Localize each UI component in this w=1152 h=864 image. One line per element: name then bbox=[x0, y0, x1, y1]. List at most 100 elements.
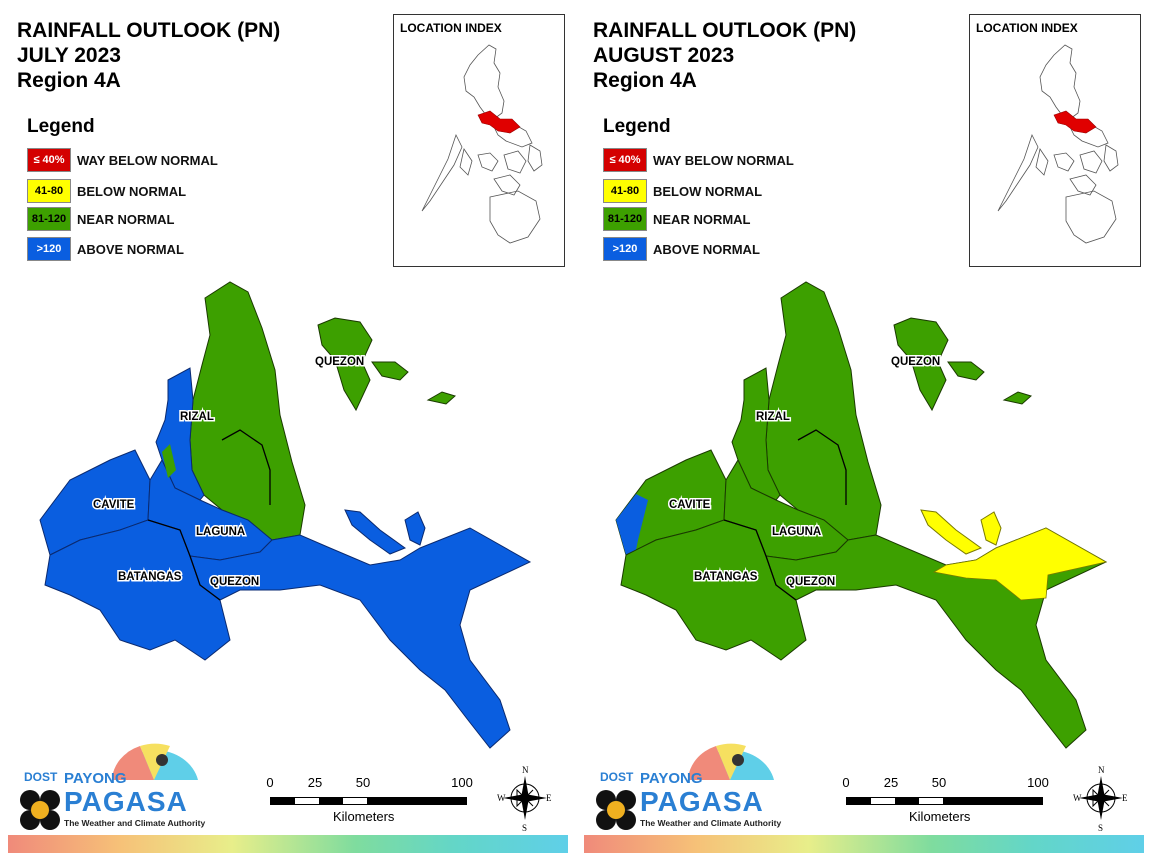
legend-label: BELOW NORMAL bbox=[77, 184, 187, 199]
footer-gradient-bar bbox=[8, 835, 568, 853]
dost-emblem-icon bbox=[20, 790, 60, 830]
svg-text:E: E bbox=[546, 793, 552, 803]
label-laguna: LAGUNA bbox=[772, 526, 821, 538]
umbrella-icon bbox=[112, 743, 198, 780]
location-index-title: LOCATION INDEX bbox=[976, 21, 1078, 35]
boundary-line bbox=[723, 519, 767, 557]
scale-tick: 0 bbox=[842, 775, 850, 790]
august-panel: RAINFALL OUTLOOK (PN) AUGUST 2023 Region… bbox=[576, 0, 1152, 864]
boundary-line bbox=[189, 555, 221, 601]
islet bbox=[1002, 391, 1032, 405]
legend-label: BELOW NORMAL bbox=[653, 184, 763, 199]
july-panel: RAINFALL OUTLOOK (PN) JULY 2023 Region 4… bbox=[8, 14, 568, 853]
location-index-title: LOCATION INDEX bbox=[400, 21, 502, 35]
island-east bbox=[947, 361, 985, 381]
logo-dost: DOST bbox=[24, 770, 58, 784]
batangas-area bbox=[620, 519, 807, 661]
philippines-outline bbox=[997, 44, 1119, 244]
region-4a-highlight bbox=[1053, 110, 1097, 134]
title-region: Region 4A bbox=[17, 69, 121, 92]
legend-swatch-red: ≤ 40% bbox=[603, 148, 647, 172]
scale-bar: 0 25 50 100 Kilometers bbox=[841, 775, 1051, 824]
scale-tick: 25 bbox=[307, 775, 323, 790]
island-north bbox=[317, 317, 373, 412]
green-sliver bbox=[162, 444, 176, 478]
legend-swatch-yellow: 41-80 bbox=[27, 179, 71, 203]
quezon-south-area bbox=[189, 527, 532, 749]
peninsula-tip bbox=[404, 511, 426, 546]
legend-swatch-blue: >120 bbox=[603, 237, 647, 261]
scale-tick: 100 bbox=[451, 775, 473, 790]
legend-label: NEAR NORMAL bbox=[77, 212, 175, 227]
region-map: QUEZON RIZAL CAVITE LAGUNA BATANGAS QUEZ… bbox=[615, 281, 1108, 749]
batangas-area bbox=[44, 519, 231, 661]
region-4a-highlight bbox=[477, 110, 521, 134]
legend-title: Legend bbox=[603, 116, 671, 137]
label-cavite: CAVITE bbox=[93, 499, 135, 511]
logo-pagasa: PAGASA bbox=[640, 786, 764, 817]
pagasa-logo: DOST PAYONG PAGASA The Weather and Clima… bbox=[18, 740, 205, 835]
pagasa-logo: DOST PAYONG PAGASA The Weather and Clima… bbox=[594, 740, 781, 835]
svg-text:N: N bbox=[1098, 765, 1105, 775]
scale-unit: Kilometers bbox=[333, 809, 395, 824]
logo-payong: PAYONG bbox=[640, 770, 703, 787]
label-rizal: RIZAL bbox=[180, 411, 214, 423]
legend-label: ABOVE NORMAL bbox=[77, 242, 184, 257]
legend-swatch-yellow: 41-80 bbox=[603, 179, 647, 203]
title-line1: RAINFALL OUTLOOK (PN) bbox=[593, 19, 857, 42]
svg-text:E: E bbox=[1122, 793, 1128, 803]
legend-label: WAY BELOW NORMAL bbox=[77, 153, 218, 168]
svg-text:W: W bbox=[497, 793, 506, 803]
umbrella-icon bbox=[688, 743, 774, 780]
scale-bar: 0 25 50 100 Kilometers bbox=[265, 775, 475, 824]
map-title: RAINFALL OUTLOOK (PN) AUGUST 2023 Region… bbox=[593, 18, 856, 93]
title-line1: RAINFALL OUTLOOK (PN) bbox=[17, 19, 281, 42]
footer-gradient-bar bbox=[584, 835, 1144, 853]
logo-pagasa: PAGASA bbox=[64, 786, 188, 817]
label-rizal: RIZAL bbox=[756, 411, 790, 423]
boundary-line bbox=[147, 519, 191, 557]
label-batangas: BATANGAS bbox=[118, 571, 182, 583]
label-laguna: LAGUNA bbox=[196, 526, 245, 538]
label-quezon-north: QUEZON bbox=[315, 356, 364, 368]
peninsula-tip bbox=[980, 511, 1002, 546]
title-month: JULY 2023 bbox=[17, 44, 121, 67]
scale-unit: Kilometers bbox=[909, 809, 971, 824]
label-quezon-south: QUEZON bbox=[210, 576, 259, 588]
scale-tick: 0 bbox=[266, 775, 274, 790]
logo-tagline: The Weather and Climate Authority bbox=[640, 818, 782, 828]
svg-text:W: W bbox=[1073, 793, 1082, 803]
island-east bbox=[371, 361, 409, 381]
label-quezon-north: QUEZON bbox=[891, 356, 940, 368]
cavite-blue-strip bbox=[616, 494, 648, 585]
legend-swatch-blue: >120 bbox=[27, 237, 71, 261]
svg-text:S: S bbox=[522, 823, 527, 832]
location-index-inset: LOCATION INDEX bbox=[393, 14, 565, 267]
logo-payong: PAYONG bbox=[64, 770, 127, 787]
below-normal-zone bbox=[932, 527, 1108, 601]
label-quezon-south: QUEZON bbox=[786, 576, 835, 588]
boundary-line bbox=[221, 429, 271, 505]
legend-swatch-red: ≤ 40% bbox=[27, 148, 71, 172]
legend-swatch-green: 81-120 bbox=[603, 207, 647, 231]
compass-rose-icon: N S E W bbox=[497, 762, 553, 833]
title-region: Region 4A bbox=[593, 69, 697, 92]
label-cavite: CAVITE bbox=[669, 499, 711, 511]
legend-label: ABOVE NORMAL bbox=[653, 242, 760, 257]
scale-bar-graphic bbox=[270, 797, 467, 805]
legend-swatch-green: 81-120 bbox=[27, 207, 71, 231]
map-title: RAINFALL OUTLOOK (PN) JULY 2023 Region 4… bbox=[17, 18, 280, 93]
logo-tagline: The Weather and Climate Authority bbox=[64, 818, 206, 828]
compass-rose-icon: N S E W bbox=[1073, 762, 1129, 833]
scale-tick: 25 bbox=[883, 775, 899, 790]
svg-text:S: S bbox=[1098, 823, 1103, 832]
logo-dost: DOST bbox=[600, 770, 634, 784]
island-north bbox=[893, 317, 949, 412]
dost-emblem-icon bbox=[596, 790, 636, 830]
peninsula bbox=[920, 509, 983, 555]
boundary-line bbox=[765, 555, 797, 601]
peninsula bbox=[344, 509, 407, 555]
scale-tick: 50 bbox=[931, 775, 947, 790]
boundary-line bbox=[797, 429, 847, 505]
legend-title: Legend bbox=[27, 116, 95, 137]
